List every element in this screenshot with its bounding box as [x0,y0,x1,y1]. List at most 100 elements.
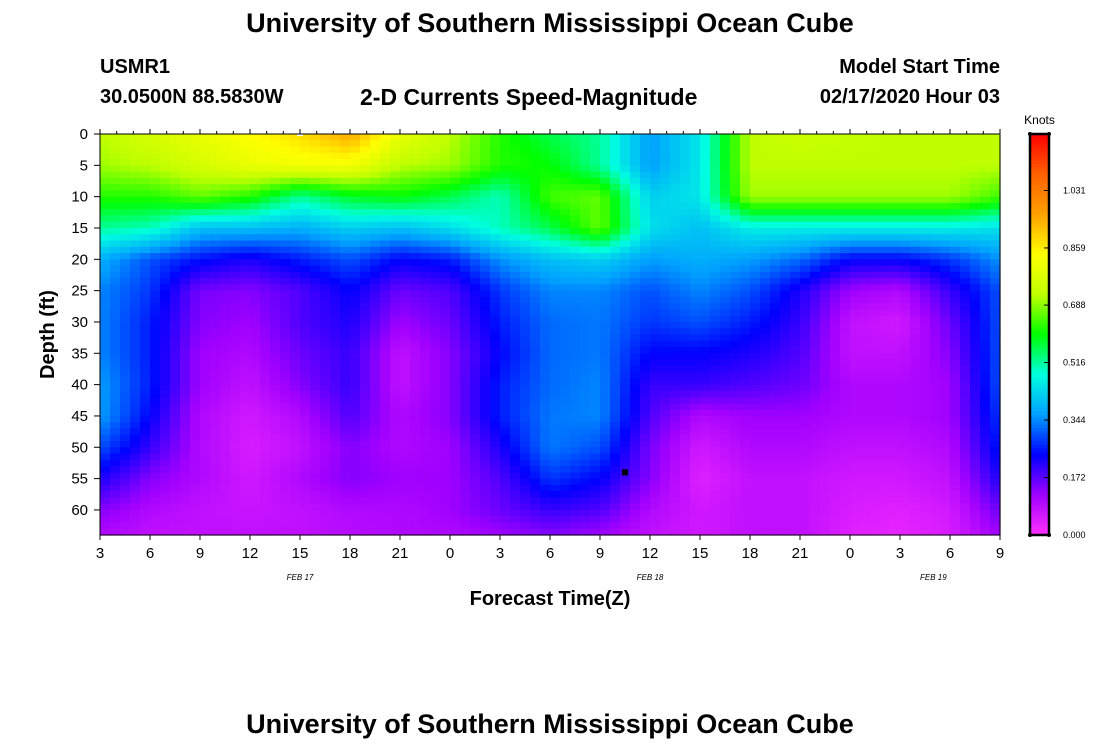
heatmap-cell [130,171,141,179]
heatmap-cell [600,184,611,191]
heatmap-cell [660,215,671,223]
heatmap-cell [930,403,941,411]
heatmap-cell [980,378,991,386]
heatmap-cell [250,347,261,354]
heatmap-cell [490,221,501,229]
heatmap-cell [670,447,681,455]
heatmap-cell [840,159,851,166]
heatmap-cell [160,359,171,367]
heatmap-cell [660,259,671,267]
heatmap-cell [750,240,761,248]
heatmap-cell [460,221,471,229]
heatmap-cell [890,159,901,166]
heatmap-cell [370,215,381,223]
heatmap-cell [590,447,601,455]
heatmap-cell [160,434,171,442]
heatmap-cell [560,390,571,398]
heatmap-cell [720,434,731,442]
heatmap-cell [770,278,781,285]
heatmap-cell [610,415,621,423]
heatmap-cell [740,284,751,292]
heatmap-cell [830,466,841,473]
heatmap-cell [140,202,151,210]
heatmap-cell [690,209,701,217]
heatmap-cell [260,447,271,455]
heatmap-cell [610,347,621,354]
heatmap-cell [980,315,991,323]
heatmap-cell [970,271,981,279]
heatmap-cell [650,359,661,367]
heatmap-cell [690,177,701,185]
heatmap-cell [400,240,411,248]
heatmap-cell [580,152,591,160]
heatmap-cell [870,403,881,411]
heatmap-cell [170,415,181,423]
heatmap-cell [970,209,981,217]
heatmap-cell [390,447,401,455]
heatmap-cell [820,384,831,392]
heatmap-cell [170,202,181,210]
heatmap-cell [610,328,621,336]
heatmap-cell [490,415,501,423]
heatmap-cell [720,240,731,248]
heatmap-cell [900,140,911,148]
heatmap-cell [890,221,901,229]
heatmap-cell [850,215,861,223]
heatmap-cell [440,152,451,160]
heatmap-cell [190,265,201,273]
heatmap-cell [750,409,761,417]
heatmap-cell [460,234,471,242]
heatmap-cell [440,184,451,191]
heatmap-cell [810,447,821,455]
heatmap-cell [750,403,761,411]
heatmap-cell [690,240,701,248]
heatmap-cell [970,171,981,179]
heatmap-cell [600,196,611,204]
heatmap-cell [260,146,271,154]
heatmap-cell [780,177,791,185]
heatmap-cell [910,459,921,467]
heatmap-cell [700,296,711,304]
heatmap-cell [960,253,971,260]
heatmap-cell [350,334,361,342]
heatmap-cell [960,353,971,361]
heatmap-cell [310,365,321,373]
heatmap-cell [810,340,821,348]
heatmap-cell [880,334,891,342]
heatmap-cell [230,221,241,229]
heatmap-cell [800,428,811,436]
heatmap-cell [180,403,191,411]
heatmap-cell [120,359,131,367]
heatmap-cell [550,359,561,367]
heatmap-cell [810,390,821,398]
heatmap-cell [710,202,721,210]
heatmap-cell [150,303,161,311]
heatmap-cell [950,271,961,279]
heatmap-cell [100,171,111,179]
heatmap-cell [400,265,411,273]
heatmap-cell [100,403,111,411]
heatmap-cell [270,177,281,185]
heatmap-cell [650,296,661,304]
heatmap-cell [810,140,821,148]
heatmap-cell [700,290,711,298]
heatmap-cell [910,221,921,229]
heatmap-cell [820,372,831,379]
heatmap-cell [130,209,141,217]
heatmap-cell [540,415,551,423]
heatmap-cell [160,372,171,379]
heatmap-cell [660,184,671,191]
heatmap-cell [610,159,621,166]
heatmap-cell [560,315,571,323]
heatmap-cell [290,321,301,329]
heatmap-cell [910,209,921,217]
heatmap-cell [150,278,161,285]
heatmap-cell [910,296,921,304]
heatmap-cell [460,378,471,386]
heatmap-cell [280,422,291,430]
heatmap-cell [320,240,331,248]
heatmap-cell [450,177,461,185]
heatmap-cell [570,246,581,254]
heatmap-cell [600,472,611,480]
heatmap-cell [710,234,721,242]
